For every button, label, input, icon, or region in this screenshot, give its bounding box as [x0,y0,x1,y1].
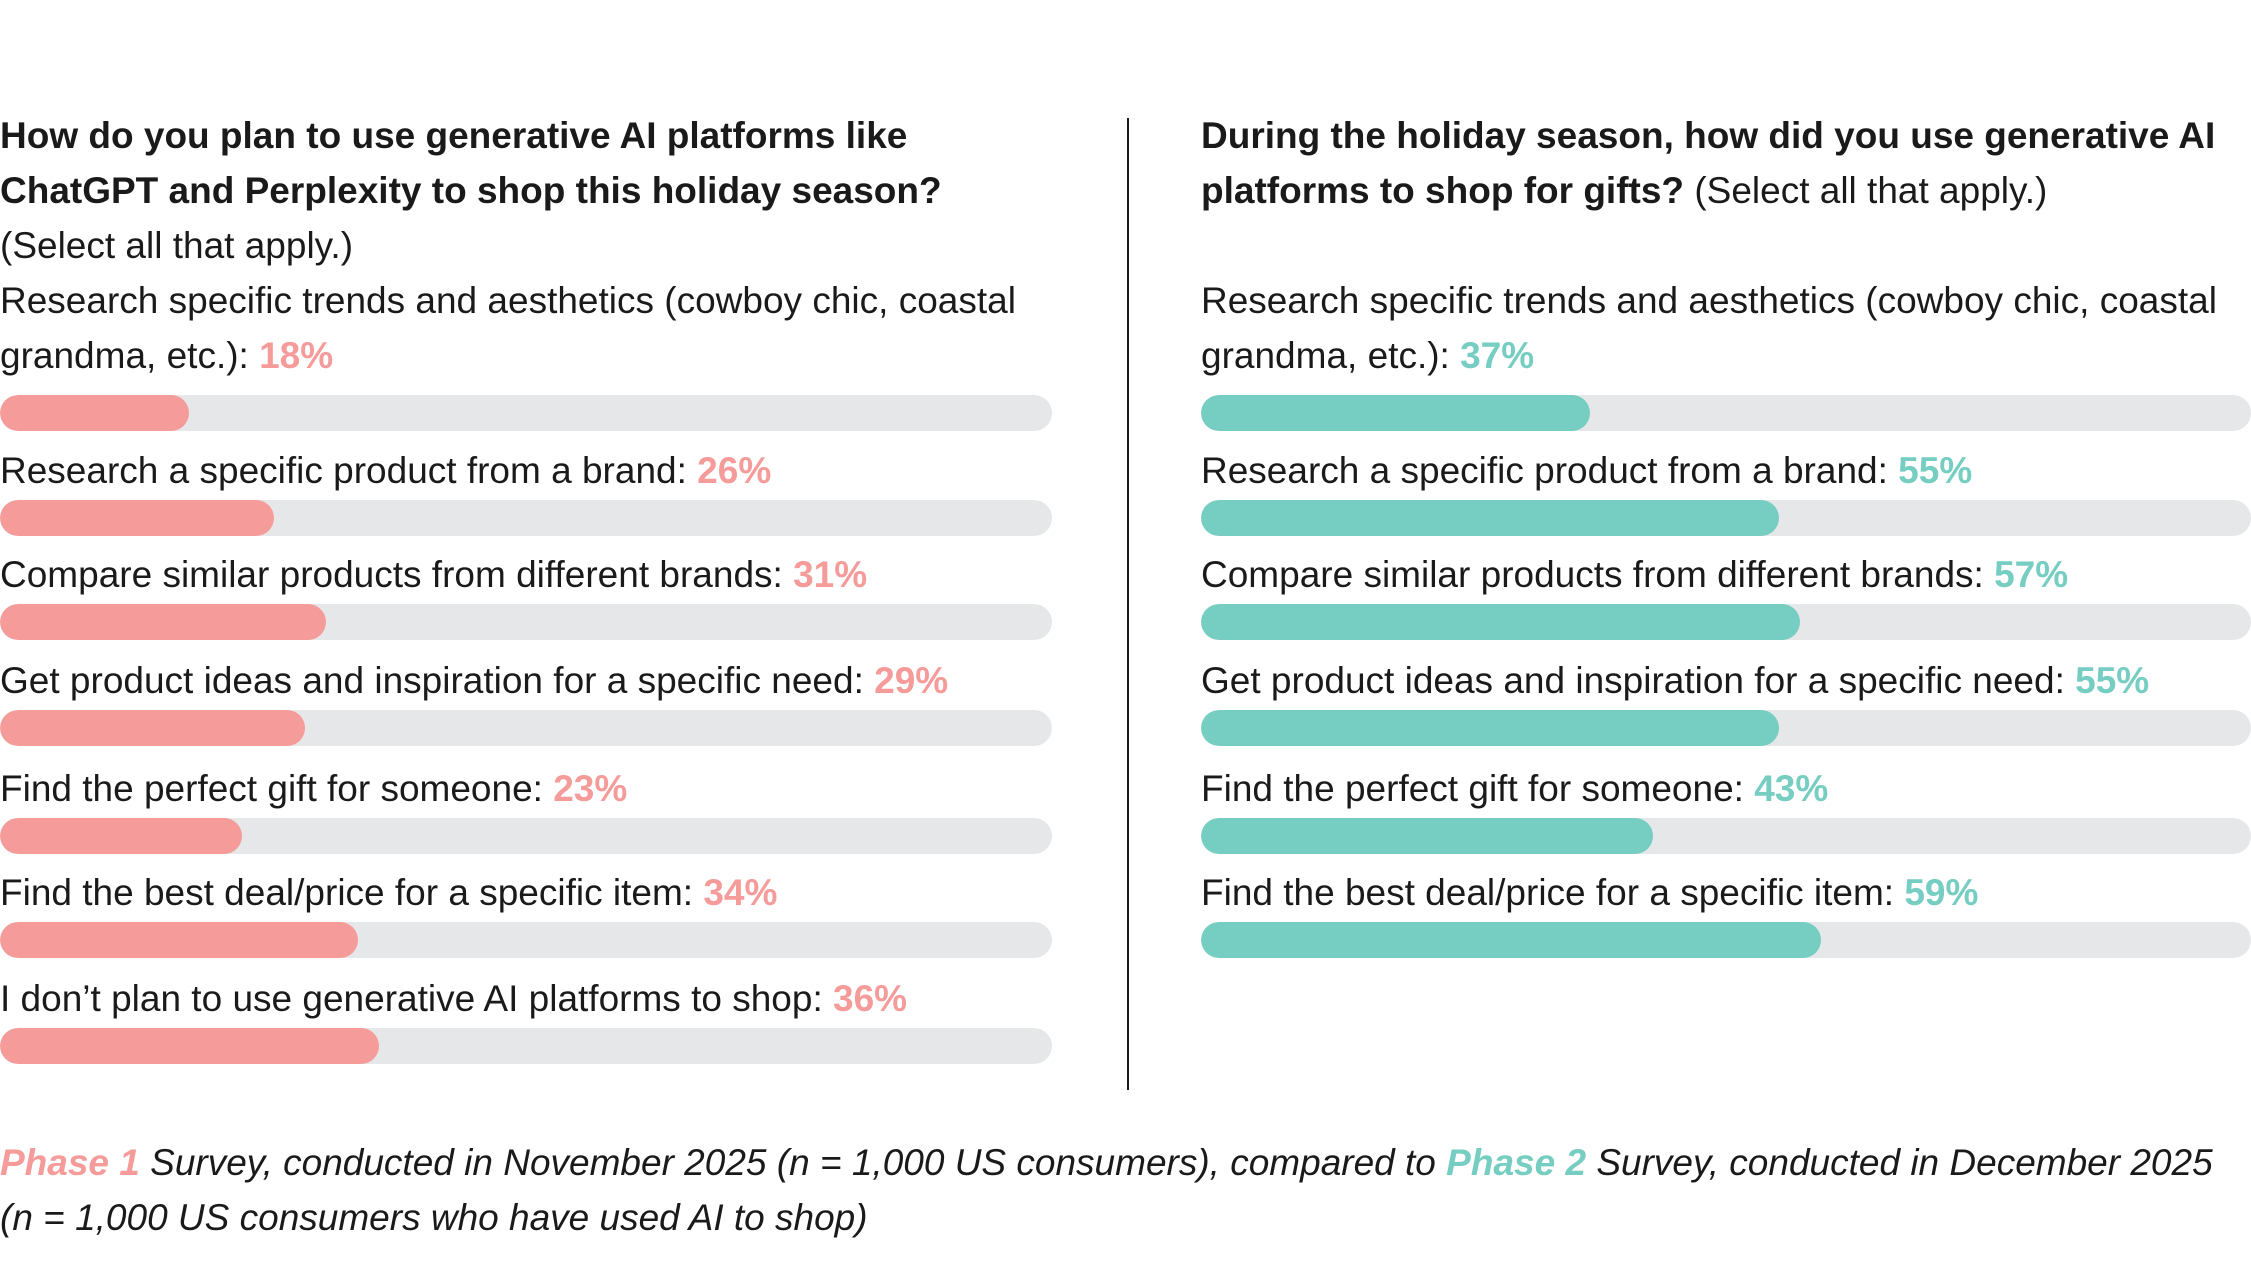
category-label: Research specific trends and aesthetics … [1201,280,2217,376]
category-label: Research specific trends and aesthetics … [0,280,1016,376]
phase1-bar-item: Find the best deal/price for a specific … [0,865,1052,958]
bar [1201,818,1653,854]
survey-footnote: Phase 1 Survey, conducted in November 20… [0,1135,2251,1245]
bar [0,818,242,854]
bar-track [0,1028,1052,1064]
bar [0,604,327,640]
value-label: 31% [793,554,868,595]
phase1-bar-item: Research specific trends and aesthetics … [0,273,1052,431]
bar [1201,710,1779,746]
category-label: Get product ideas and inspiration for a … [1201,660,2076,701]
value-label: 55% [1898,450,1973,491]
bar [1201,395,1590,431]
bar-label: Research specific trends and aesthetics … [1201,273,2251,383]
bar-track [1201,922,2251,958]
bar-track [1201,500,2251,536]
phase1-description: Survey, conducted in November 2025 (n = … [139,1142,1447,1183]
value-label: 57% [1994,554,2069,595]
bar [1201,922,1821,958]
category-label: Find the best deal/price for a specific … [1201,872,1905,913]
bar [0,922,358,958]
bar [0,710,306,746]
value-label: 29% [874,660,949,701]
phase2-bar-item: Find the perfect gift for someone: 43% [1201,761,2251,854]
phase2-description: Survey, conducted in December 2025 (n = … [0,1142,2213,1238]
phase2-question-note: (Select all that apply.) [1694,170,2048,211]
bar [1201,500,1779,536]
value-label: 55% [2075,660,2150,701]
category-label: Find the perfect gift for someone: [0,768,554,809]
value-label: 23% [553,768,628,809]
bar-track [1201,604,2251,640]
bar-label: Find the best deal/price for a specific … [0,865,1052,920]
bar-label: Find the perfect gift for someone: 43% [1201,761,2251,816]
category-label: Find the best deal/price for a specific … [0,872,704,913]
bar-label: Compare similar products from different … [0,547,1052,602]
bar-label: Get product ideas and inspiration for a … [0,653,1052,708]
phase2-panel: During the holiday season, how did you u… [1201,108,2251,958]
bar-track [1201,818,2251,854]
bar-label: Find the best deal/price for a specific … [1201,865,2251,920]
phase1-question-note: (Select all that apply.) [0,225,354,266]
phase1-label: Phase 1 [0,1142,140,1183]
bar-track [0,500,1052,536]
bar-track [0,818,1052,854]
category-label: Compare similar products from different … [0,554,794,595]
value-label: 18% [259,335,334,376]
value-label: 26% [697,450,772,491]
bar-label: Get product ideas and inspiration for a … [1201,653,2251,708]
bar [0,1028,379,1064]
value-label: 34% [703,872,778,913]
phase1-bar-item: Find the perfect gift for someone: 23% [0,761,1052,854]
panel-divider [1127,118,1129,1090]
bar-label: I don’t plan to use generative AI platfo… [0,971,1052,1026]
phase2-question-title: During the holiday season, how did you u… [1201,115,2216,211]
bar-track [1201,710,2251,746]
phase1-bar-item: Compare similar products from different … [0,547,1052,640]
bar-label: Research a specific product from a brand… [1201,443,2251,498]
value-label: 59% [1904,872,1979,913]
bar-label: Find the perfect gift for someone: 23% [0,761,1052,816]
phase1-bar-item: Get product ideas and inspiration for a … [0,653,1052,746]
category-label: Research a specific product from a brand… [0,450,698,491]
category-label: Get product ideas and inspiration for a … [0,660,875,701]
bar-label: Research a specific product from a brand… [0,443,1052,498]
bar-track [0,922,1052,958]
bar-track [0,395,1052,431]
category-label: Find the perfect gift for someone: [1201,768,1755,809]
bar [0,500,274,536]
phase1-question: How do you plan to use generative AI pla… [0,108,1052,273]
category-label: Compare similar products from different … [1201,554,1995,595]
bar-track [0,604,1052,640]
phase1-bar-item: I don’t plan to use generative AI platfo… [0,971,1052,1064]
value-label: 36% [833,978,908,1019]
phase2-bar-item: Get product ideas and inspiration for a … [1201,653,2251,746]
bar [1201,604,1800,640]
bar [0,395,190,431]
bar-label: Research specific trends and aesthetics … [0,273,1052,383]
value-label: 37% [1460,335,1535,376]
phase2-bar-item: Compare similar products from different … [1201,547,2251,640]
bar-track [0,710,1052,746]
bar-label: Compare similar products from different … [1201,547,2251,602]
bar-track [1201,395,2251,431]
category-label: I don’t plan to use generative AI platfo… [0,978,834,1019]
phase1-bar-item: Research a specific product from a brand… [0,443,1052,536]
category-label: Research a specific product from a brand… [1201,450,1899,491]
phase2-label: Phase 2 [1446,1142,1587,1183]
phase1-panel: How do you plan to use generative AI pla… [0,108,1052,1064]
phase1-question-title: How do you plan to use generative AI pla… [0,115,942,211]
phase2-bar-item: Research specific trends and aesthetics … [1201,273,2251,431]
phase2-bar-item: Research a specific product from a brand… [1201,443,2251,536]
phase2-question: During the holiday season, how did you u… [1201,108,2251,273]
phase2-bar-item: Find the best deal/price for a specific … [1201,865,2251,958]
value-label: 43% [1754,768,1829,809]
